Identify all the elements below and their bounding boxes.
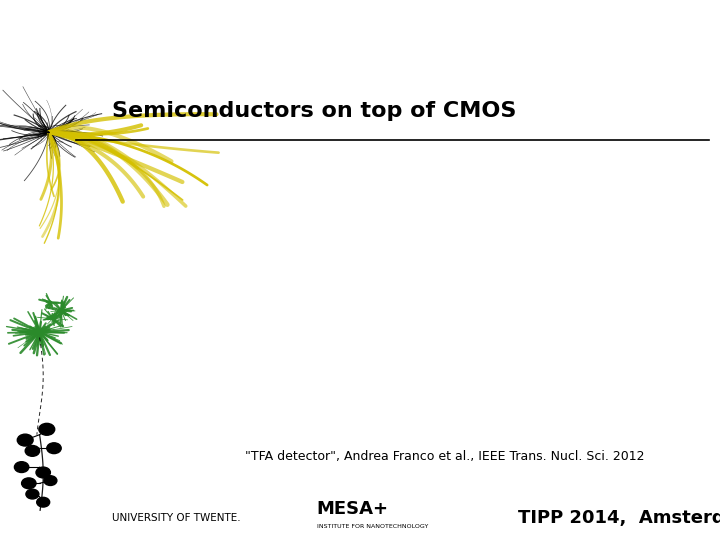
Text: TIPP 2014,  Amsterdam: TIPP 2014, Amsterdam xyxy=(518,509,720,528)
Text: UNIVERSITY OF TWENTE.: UNIVERSITY OF TWENTE. xyxy=(112,514,240,523)
Circle shape xyxy=(22,478,36,489)
Text: MESA+: MESA+ xyxy=(317,500,389,518)
Circle shape xyxy=(36,467,50,478)
Circle shape xyxy=(44,476,57,485)
Circle shape xyxy=(17,434,33,446)
Text: INSTITUTE FOR NANOTECHNOLOGY: INSTITUTE FOR NANOTECHNOLOGY xyxy=(317,524,428,529)
Text: Semiconductors on top of CMOS: Semiconductors on top of CMOS xyxy=(112,100,516,121)
Circle shape xyxy=(47,443,61,454)
Circle shape xyxy=(26,489,39,499)
Circle shape xyxy=(25,446,40,456)
Text: "TFA detector", Andrea Franco et al., IEEE Trans. Nucl. Sci. 2012: "TFA detector", Andrea Franco et al., IE… xyxy=(245,450,644,463)
Circle shape xyxy=(39,423,55,435)
Circle shape xyxy=(37,497,50,507)
Circle shape xyxy=(14,462,29,472)
